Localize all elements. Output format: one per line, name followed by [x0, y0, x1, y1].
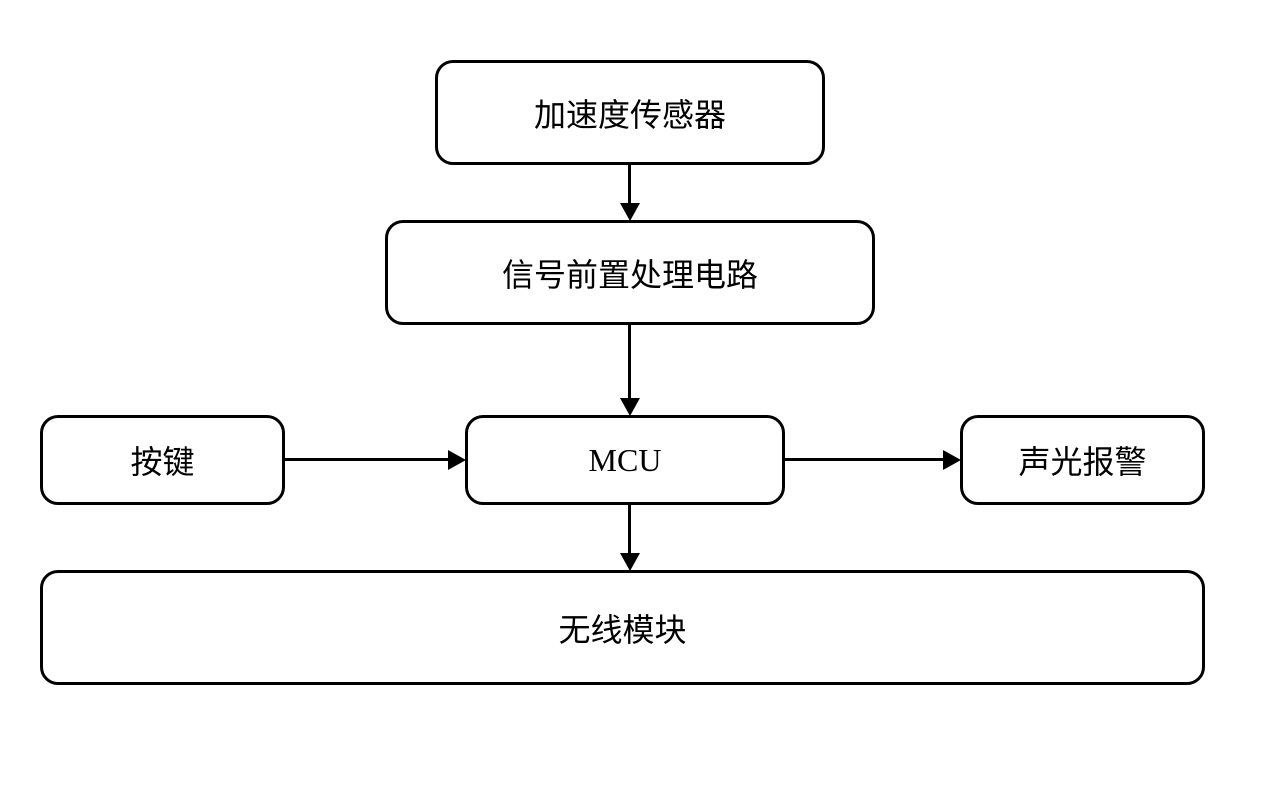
node-preprocess: 信号前置处理电路 — [385, 220, 875, 325]
node-alarm: 声光报警 — [960, 415, 1205, 505]
node-sensor-label: 加速度传感器 — [534, 90, 726, 136]
node-preprocess-label: 信号前置处理电路 — [502, 250, 758, 296]
node-wireless-label: 无线模块 — [558, 605, 686, 651]
node-sensor: 加速度传感器 — [435, 60, 825, 165]
node-mcu-label: MCU — [589, 442, 662, 479]
flowchart-diagram: 加速度传感器 信号前置处理电路 按键 MCU 声光报警 无线 — [40, 60, 1240, 760]
node-alarm-label: 声光报警 — [1018, 437, 1146, 483]
node-keypad-label: 按键 — [130, 437, 194, 483]
node-keypad: 按键 — [40, 415, 285, 505]
node-mcu: MCU — [465, 415, 785, 505]
node-wireless: 无线模块 — [40, 570, 1205, 685]
